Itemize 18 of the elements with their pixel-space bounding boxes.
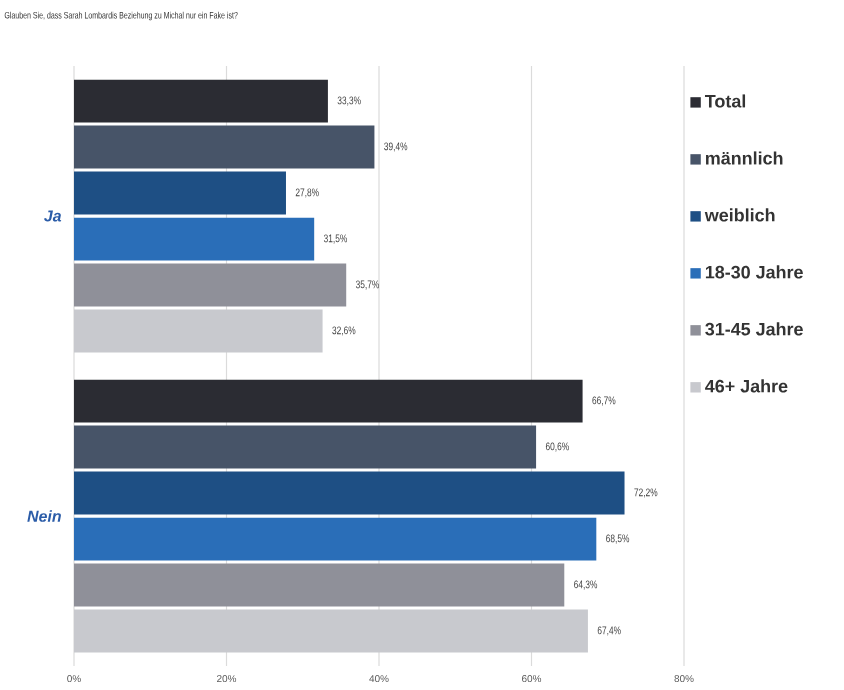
legend-label: 46+ Jahre <box>705 379 788 393</box>
bar <box>74 171 286 215</box>
legend-label: Total <box>704 94 746 108</box>
bar <box>74 125 375 169</box>
legend-label: weiblich <box>704 208 775 222</box>
bar <box>74 379 583 423</box>
legend-label: 31-45 Jahre <box>705 322 803 336</box>
legend-label: 18-30 Jahre <box>705 265 803 279</box>
legend-label: männlich <box>705 151 783 165</box>
bar <box>74 425 537 469</box>
bar <box>74 79 328 123</box>
bar <box>74 309 323 353</box>
bar <box>74 471 625 515</box>
bar <box>74 217 315 261</box>
bar <box>74 609 588 653</box>
bar <box>74 563 565 607</box>
bar <box>74 263 347 307</box>
bar <box>74 517 597 561</box>
